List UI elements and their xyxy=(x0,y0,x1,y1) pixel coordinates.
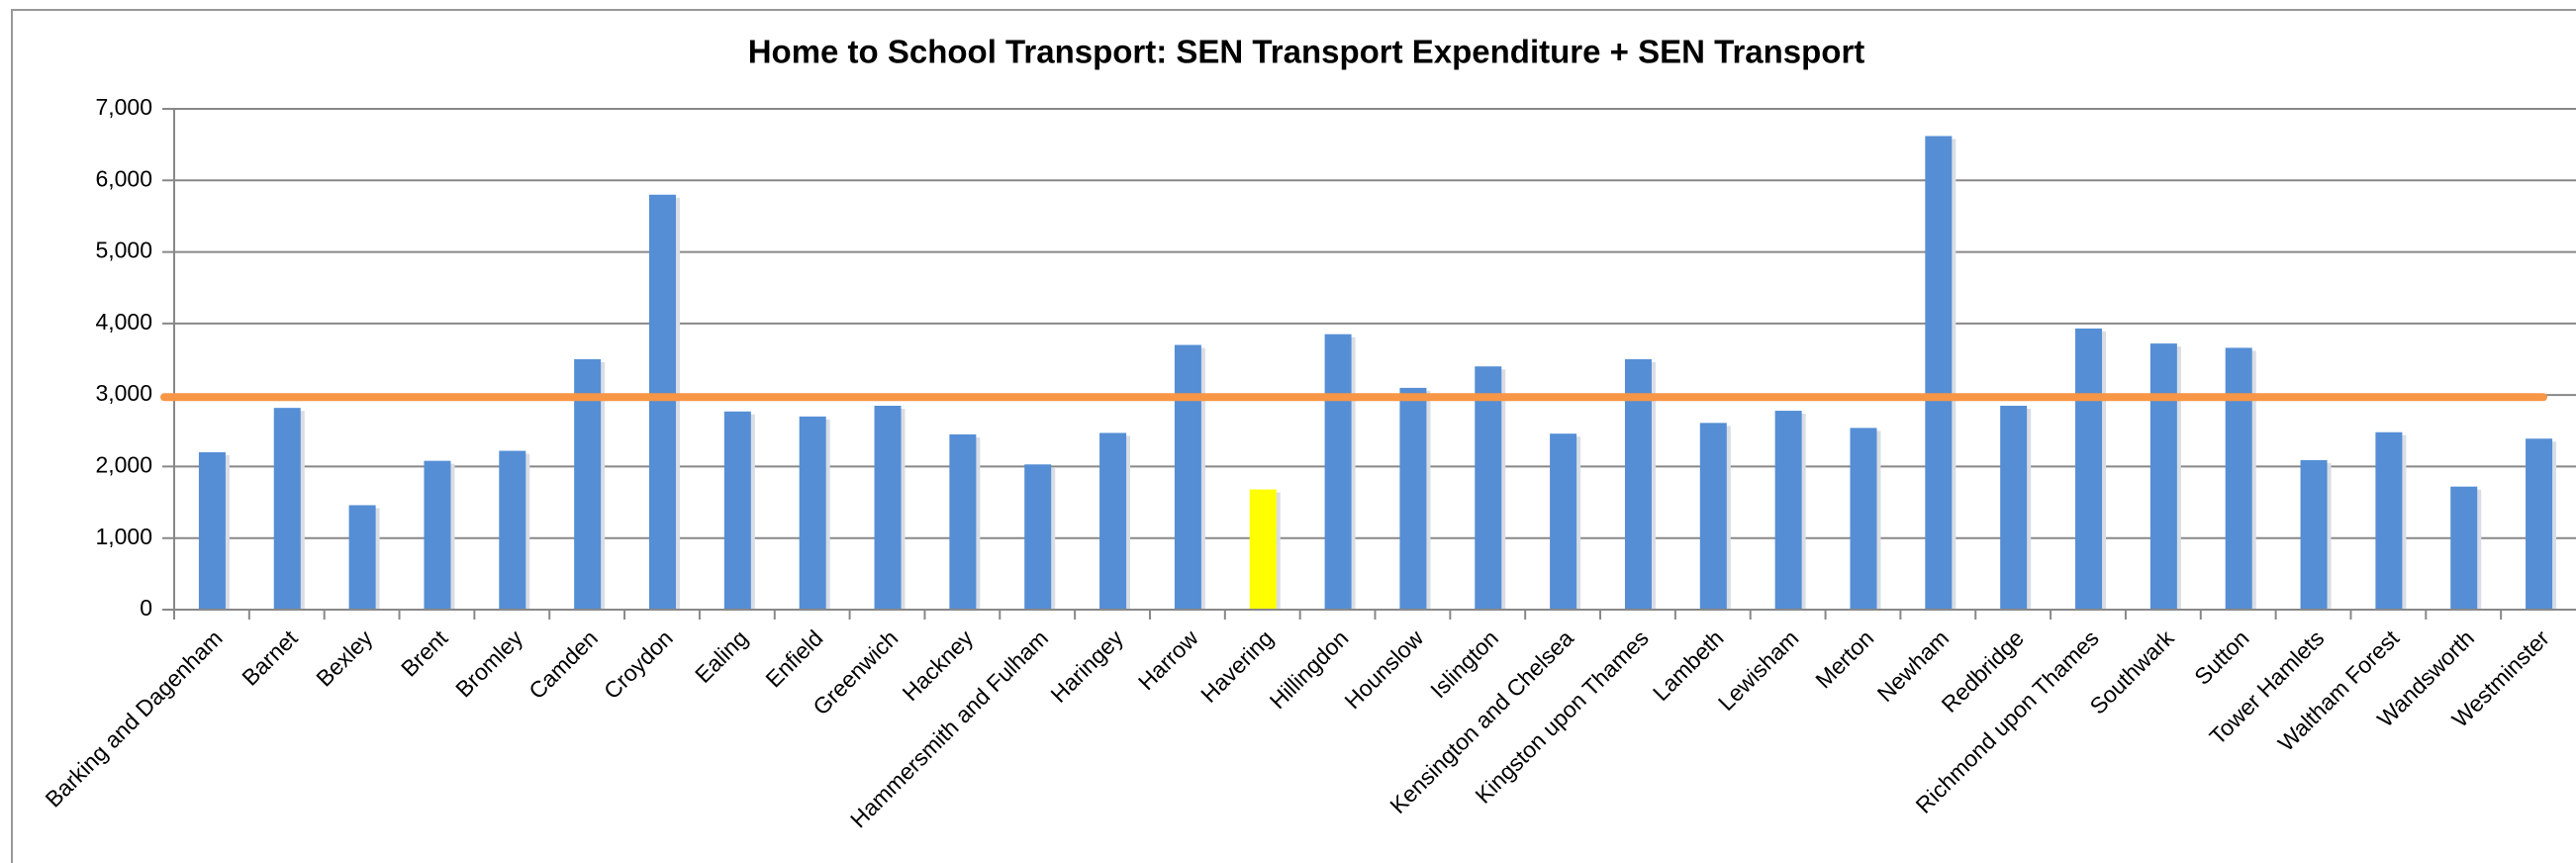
chart-title: Home to School Transport: SEN Transport … xyxy=(748,34,1865,70)
bar xyxy=(2526,438,2553,610)
y-tick-label: 3,000 xyxy=(95,380,152,406)
bar xyxy=(2225,347,2252,610)
bar xyxy=(424,460,451,610)
bar xyxy=(874,405,902,610)
bar xyxy=(648,194,676,610)
bar xyxy=(1024,464,1052,610)
bar xyxy=(1925,136,1953,610)
bar xyxy=(2300,459,2328,610)
bar xyxy=(1550,433,1577,610)
bar xyxy=(273,408,301,610)
y-tick-label: 5,000 xyxy=(95,238,152,263)
bar xyxy=(1174,344,1201,610)
x-tick-label: Sutton xyxy=(2189,624,2253,689)
x-tick-label: Merton xyxy=(1810,624,1878,693)
bar xyxy=(799,416,826,610)
bar xyxy=(1475,366,1502,610)
bar xyxy=(1099,432,1127,610)
x-tick-label: Ealing xyxy=(690,624,753,688)
bar xyxy=(949,433,977,610)
y-tick-label: 6,000 xyxy=(95,165,152,191)
y-tick-label: 4,000 xyxy=(95,309,152,335)
x-tick-label: Bromley xyxy=(450,624,527,702)
bar xyxy=(198,451,226,610)
x-tick-label: Islington xyxy=(1425,624,1503,703)
bar xyxy=(1324,334,1352,610)
x-tick-label: Brent xyxy=(396,624,453,682)
chart-border xyxy=(11,9,2576,863)
bar xyxy=(2075,328,2103,610)
x-tick-label: Croydon xyxy=(599,624,678,704)
bar xyxy=(1850,428,1877,610)
y-tick-label: 0 xyxy=(140,595,152,621)
x-tick-label: Hillingdon xyxy=(1265,624,1354,714)
x-tick-label: Haringey xyxy=(1045,624,1128,708)
bar xyxy=(1399,387,1427,610)
x-tick-label: Enfield xyxy=(760,624,827,692)
bar xyxy=(499,450,526,610)
bar xyxy=(1249,489,1277,610)
x-tick-label: Camden xyxy=(524,624,603,704)
y-tick-label: 1,000 xyxy=(95,524,152,549)
bar xyxy=(348,505,376,610)
bar xyxy=(2149,343,2177,610)
x-tick-label: Barking and Dagenham xyxy=(40,624,227,812)
bar xyxy=(2450,486,2478,610)
bar xyxy=(723,411,751,610)
bar xyxy=(1774,411,1802,610)
bar xyxy=(2375,432,2403,610)
x-tick-label: Barnet xyxy=(237,624,303,691)
bar xyxy=(2000,405,2028,610)
x-tick-label: Bexley xyxy=(311,624,378,692)
bar xyxy=(1699,423,1727,610)
y-tick-label: 2,000 xyxy=(95,452,152,478)
y-tick-label: 7,000 xyxy=(95,94,152,120)
x-tick-label: Harrow xyxy=(1133,624,1203,695)
x-tick-label: Hounslow xyxy=(1339,624,1428,714)
x-tick-label: Lewisham xyxy=(1713,624,1804,716)
